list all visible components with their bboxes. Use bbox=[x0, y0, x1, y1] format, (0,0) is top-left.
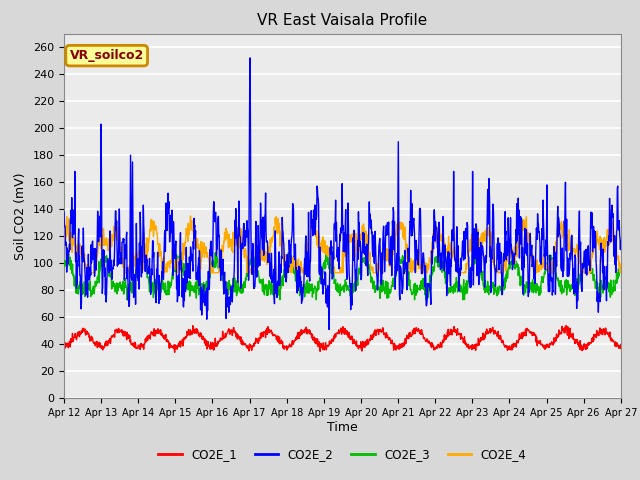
Title: VR East Vaisala Profile: VR East Vaisala Profile bbox=[257, 13, 428, 28]
Y-axis label: Soil CO2 (mV): Soil CO2 (mV) bbox=[15, 172, 28, 260]
Text: VR_soilco2: VR_soilco2 bbox=[70, 49, 144, 62]
X-axis label: Time: Time bbox=[327, 421, 358, 434]
Legend: CO2E_1, CO2E_2, CO2E_3, CO2E_4: CO2E_1, CO2E_2, CO2E_3, CO2E_4 bbox=[154, 443, 531, 466]
